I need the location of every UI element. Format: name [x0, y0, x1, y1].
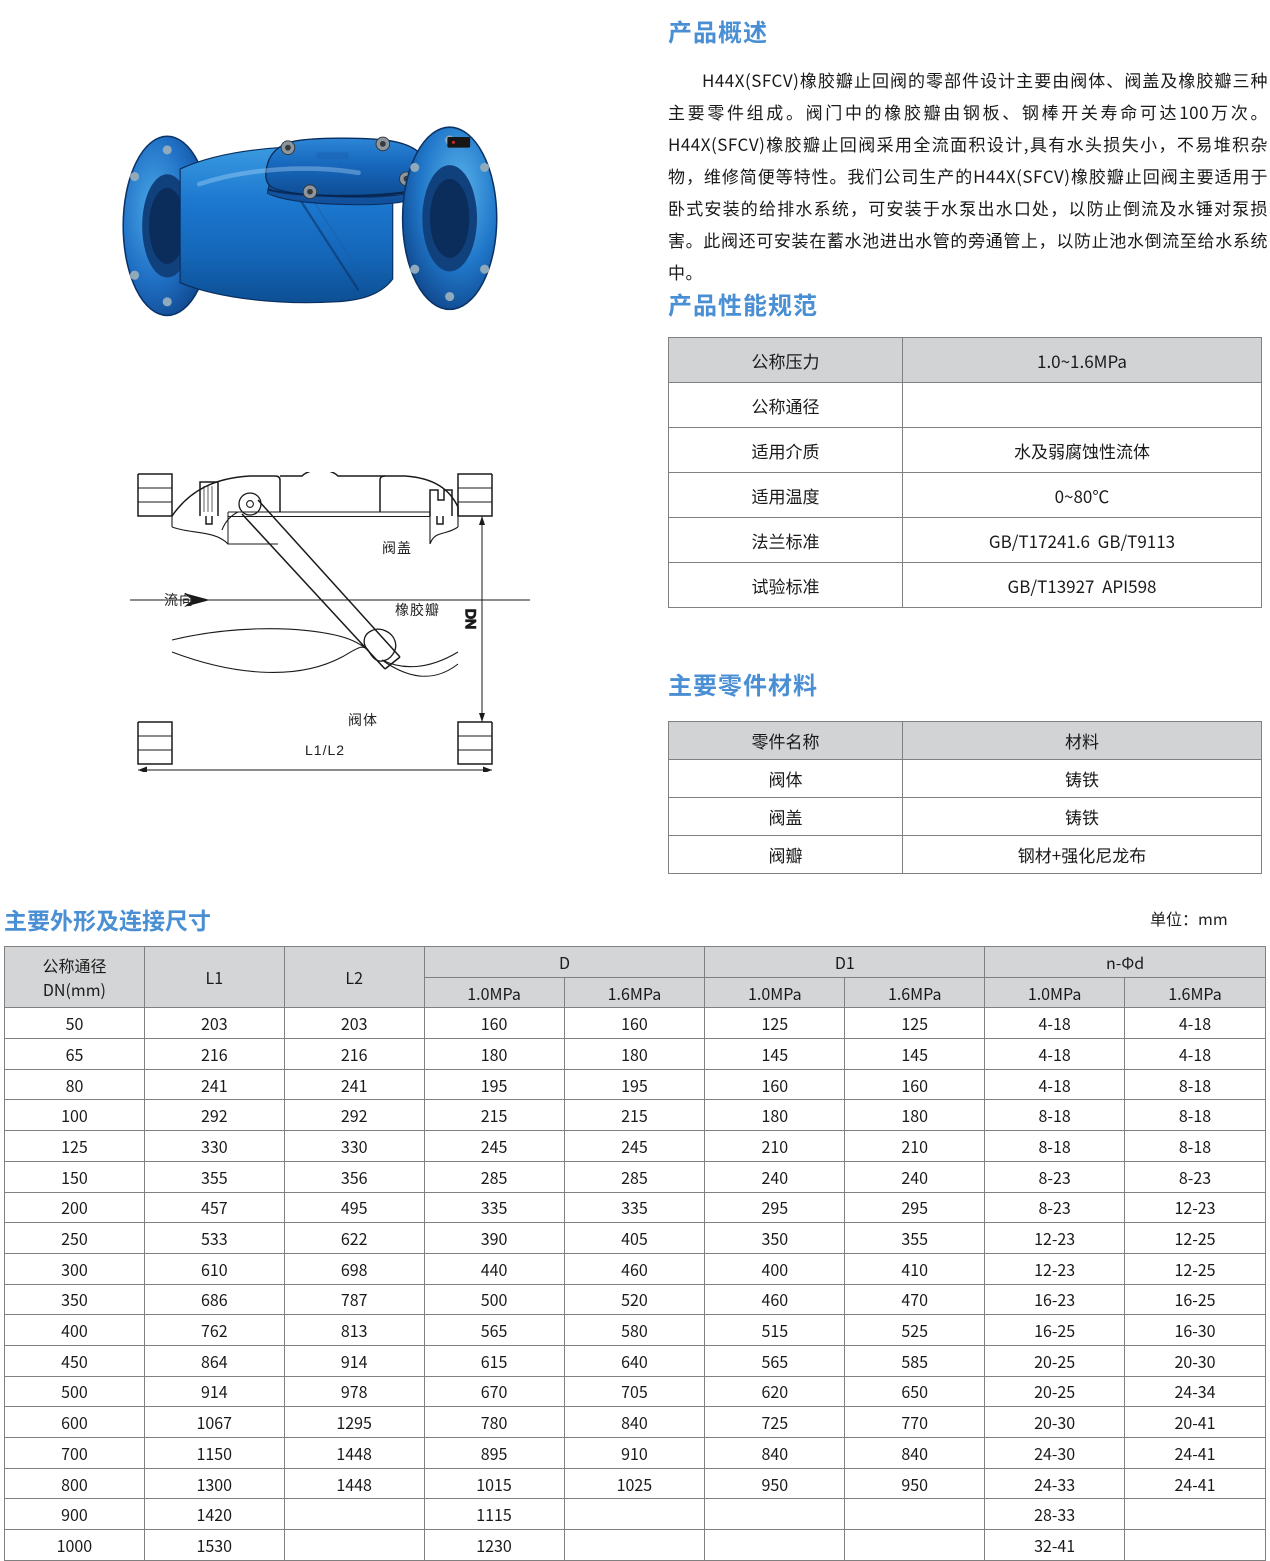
svg-text:DN: DN: [463, 609, 479, 629]
